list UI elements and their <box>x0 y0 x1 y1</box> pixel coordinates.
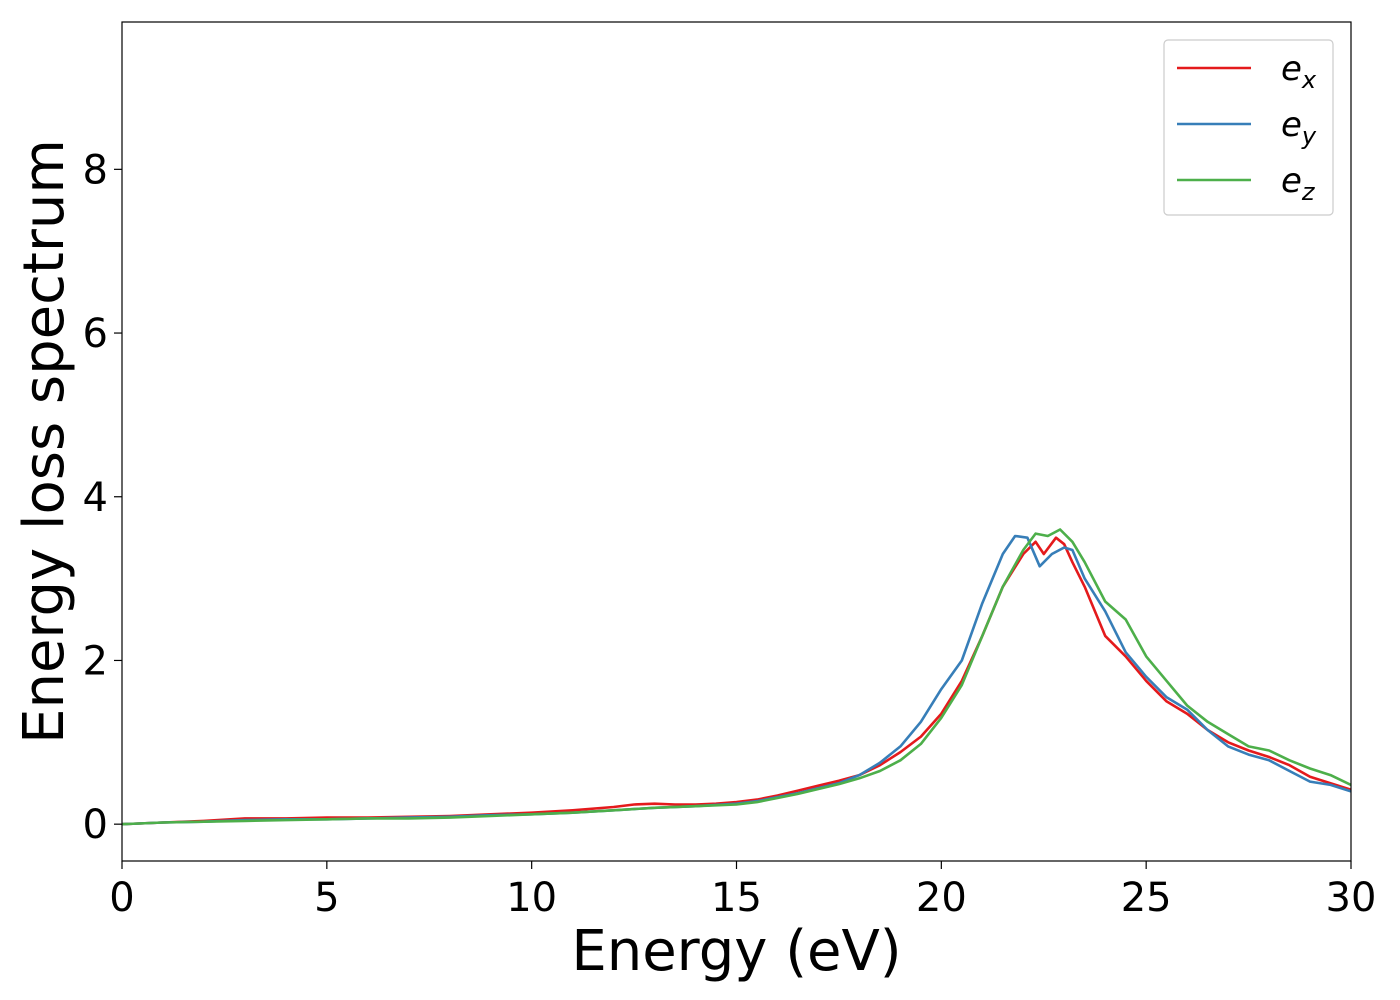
y-axis-label: Energy loss spectrum <box>12 139 77 744</box>
legend-label-base: e <box>1281 161 1302 201</box>
x-tick-label: 10 <box>506 875 557 921</box>
y-axis: 0 2 4 6 8 <box>83 147 122 848</box>
y-tick-label: 2 <box>83 638 108 684</box>
legend-label-subscript: x <box>1301 66 1317 94</box>
x-tick-label: 30 <box>1326 875 1377 921</box>
x-axis: 0 5 10 15 20 25 30 <box>109 861 1376 921</box>
legend-label-x: ex <box>1281 49 1317 94</box>
x-tick-label: 15 <box>711 875 762 921</box>
x-axis-label: Energy (eV) <box>571 919 901 984</box>
legend-label-subscript: y <box>1301 122 1317 150</box>
legend-label-subscript: z <box>1301 178 1316 206</box>
y-tick-label: 4 <box>83 475 108 521</box>
x-tick-label: 20 <box>916 875 967 921</box>
legend-label-y: ey <box>1281 105 1317 150</box>
legend-label-z: ez <box>1281 161 1316 206</box>
x-tick-label: 5 <box>314 875 339 921</box>
y-tick-label: 6 <box>83 311 108 357</box>
x-tick-label: 25 <box>1121 875 1172 921</box>
legend-label-base: e <box>1281 105 1302 145</box>
y-tick-label: 0 <box>83 802 108 848</box>
x-tick-label: 0 <box>109 875 134 921</box>
series-layer <box>122 528 1351 826</box>
legend-box <box>1163 39 1334 216</box>
y-tick-label: 8 <box>83 147 108 193</box>
legend-label-base: e <box>1281 49 1302 89</box>
series-line-z <box>122 528 1351 826</box>
